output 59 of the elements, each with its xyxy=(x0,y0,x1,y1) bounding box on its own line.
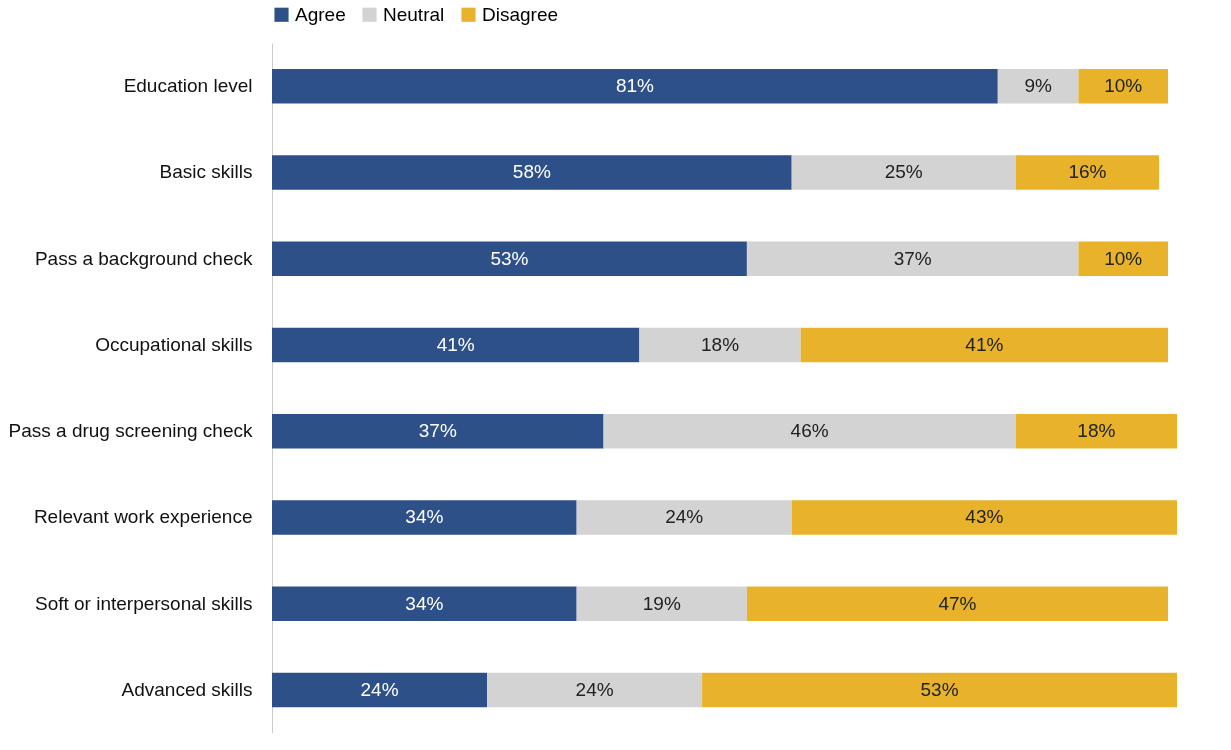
data-label: 58% xyxy=(512,161,551,183)
data-label: 16% xyxy=(1068,161,1107,183)
data-label: 43% xyxy=(965,506,1004,528)
bar xyxy=(603,413,1016,449)
bar xyxy=(487,672,703,708)
bar xyxy=(702,672,1177,708)
bar xyxy=(272,586,577,621)
bar xyxy=(272,500,577,535)
data-label: 24% xyxy=(665,506,704,528)
data-label: 53% xyxy=(920,678,959,700)
bar xyxy=(272,413,604,449)
y-tick-label: Relevant work experience xyxy=(33,506,253,528)
data-label: 24% xyxy=(575,678,614,700)
y-tick-label: Pass a background check xyxy=(34,247,253,269)
bar xyxy=(800,327,1169,363)
data-label: 81% xyxy=(615,75,655,97)
data-label: 9% xyxy=(1024,75,1052,97)
bar xyxy=(1078,241,1169,276)
y-tick-label: Basic skills xyxy=(159,161,253,183)
data-label: 53% xyxy=(490,247,529,269)
legend-label: Disagree xyxy=(482,3,559,25)
y-tick-label: Education level xyxy=(123,75,253,97)
y-tick-label: Advanced skills xyxy=(121,678,253,700)
y-tick-label: Pass a drug screening check xyxy=(8,420,253,442)
bar xyxy=(791,500,1177,535)
legend-label: Agree xyxy=(295,3,346,25)
data-label: 46% xyxy=(790,420,829,442)
data-label: 19% xyxy=(642,592,681,614)
bar xyxy=(746,586,1169,621)
data-label: 24% xyxy=(360,678,399,700)
bar xyxy=(997,68,1079,104)
data-label: 37% xyxy=(418,420,457,442)
bar xyxy=(272,672,488,708)
bar xyxy=(272,68,998,104)
data-label: 47% xyxy=(938,592,977,614)
bar xyxy=(272,241,747,276)
bar xyxy=(272,155,792,190)
data-label: 41% xyxy=(436,333,475,355)
data-label: 34% xyxy=(405,506,444,528)
data-label: 10% xyxy=(1104,75,1143,97)
data-label: 10% xyxy=(1104,247,1143,269)
data-label: 18% xyxy=(1077,420,1116,442)
bar xyxy=(576,500,792,535)
bar xyxy=(639,327,801,363)
bar xyxy=(272,327,640,363)
bar xyxy=(746,241,1079,276)
data-label: 37% xyxy=(893,247,932,269)
data-label: 41% xyxy=(965,333,1004,355)
y-tick-label: Occupational skills xyxy=(95,333,253,355)
bar xyxy=(1015,413,1177,449)
bar xyxy=(1078,68,1169,104)
bar xyxy=(1015,155,1160,190)
y-tick-label: Soft or interpersonal skills xyxy=(34,592,253,614)
data-label: 34% xyxy=(405,592,444,614)
data-label: 18% xyxy=(701,333,740,355)
bar xyxy=(791,155,1016,190)
bar xyxy=(576,586,747,621)
data-label: 25% xyxy=(884,161,923,183)
legend-label: Neutral xyxy=(383,3,445,25)
